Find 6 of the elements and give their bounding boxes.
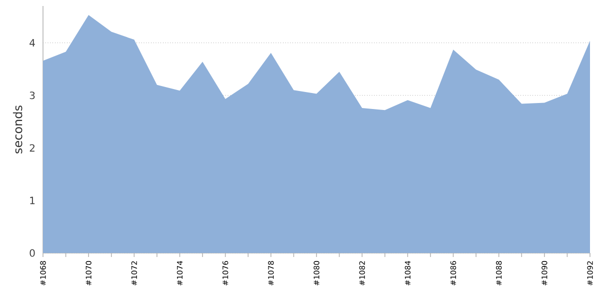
y-tick-label: 4 (30, 39, 35, 46)
y-tick-label: 2 (30, 144, 34, 152)
y-axis-title: seconds (12, 106, 22, 154)
y-tick-label: 1 (30, 196, 35, 204)
y-tick-label: 0 (30, 249, 35, 257)
y-tick-label: 3 (30, 92, 35, 100)
